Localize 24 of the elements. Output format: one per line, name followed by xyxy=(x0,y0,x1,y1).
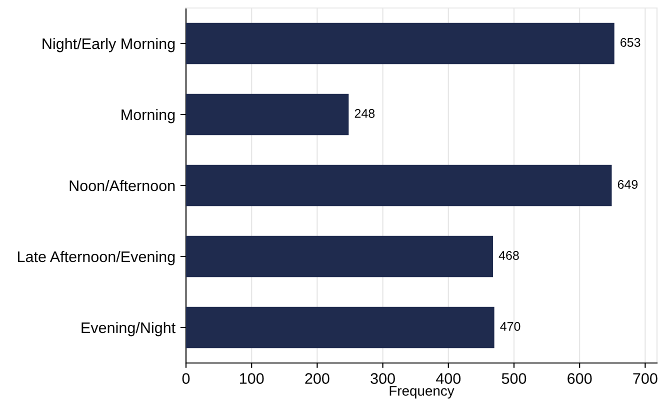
y-tick-label: Morning xyxy=(122,108,175,124)
data-label: 468 xyxy=(498,251,519,260)
y-tick-label: Evening/Night xyxy=(82,322,176,336)
bar xyxy=(186,22,614,64)
data-label: 653 xyxy=(620,38,640,47)
data-label: 248 xyxy=(354,109,375,118)
x-tick-label: 600 xyxy=(568,373,592,384)
bar xyxy=(186,236,494,278)
x-tick-label: 300 xyxy=(370,373,395,384)
y-tick-label: Night/Early Morning xyxy=(42,38,175,52)
bar xyxy=(186,94,349,136)
x-tick-label: 700 xyxy=(633,373,658,384)
data-label: 470 xyxy=(500,322,520,331)
data-label: 649 xyxy=(618,180,638,189)
x-tick-label: 400 xyxy=(436,373,461,384)
x-axis-title: Frequency xyxy=(390,386,454,399)
y-tick-label: Late Afternoon/Evening xyxy=(18,250,175,266)
x-tick-label: 500 xyxy=(502,373,526,384)
bar xyxy=(186,164,612,206)
bar xyxy=(186,306,494,348)
x-tick-label: 0 xyxy=(182,373,190,384)
y-tick-label: Noon/Afternoon xyxy=(70,180,175,192)
x-tick-label: 200 xyxy=(305,373,330,384)
x-tick-label: 100 xyxy=(240,373,264,384)
